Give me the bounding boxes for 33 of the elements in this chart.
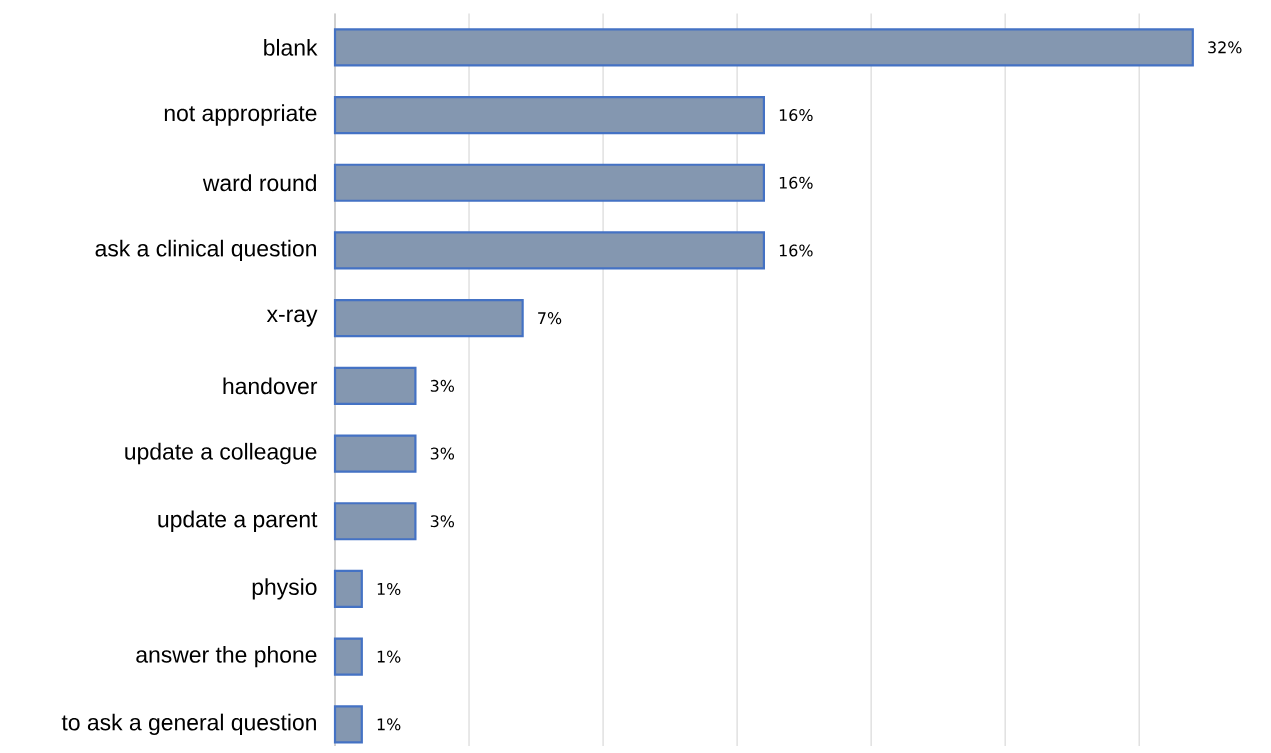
y-tick-label: physio <box>252 578 317 600</box>
bar <box>333 231 765 270</box>
bar <box>333 299 524 338</box>
y-tick-label: update a parent <box>158 510 318 532</box>
bar <box>333 366 417 406</box>
bar <box>333 96 765 135</box>
y-tick-label: not appropriate <box>164 104 317 126</box>
y-tick-label: ask a clinical question <box>95 239 316 262</box>
bar <box>333 434 417 473</box>
data-label: 16% <box>779 109 813 122</box>
data-label: 3% <box>430 515 455 528</box>
y-tick-label: update a colleague <box>125 442 317 465</box>
data-label: 3% <box>430 379 455 392</box>
y-tick-label: answer the phone <box>136 646 317 668</box>
data-label: 1% <box>377 582 401 596</box>
data-label: 16% <box>779 176 813 189</box>
data-label: 32% <box>1208 41 1242 54</box>
bar <box>333 637 363 676</box>
data-label: 16% <box>779 244 813 257</box>
y-tick-label: ward round <box>202 174 316 192</box>
bar <box>333 28 1194 67</box>
data-label: 1% <box>377 650 401 663</box>
data-label: 7% <box>538 312 562 325</box>
bar <box>333 705 363 744</box>
y-tick-label: handover <box>223 377 318 395</box>
y-tick-label: x-ray <box>266 309 318 327</box>
bar <box>333 569 363 609</box>
data-label: 3% <box>430 447 455 460</box>
y-tick-label: to ask a general question <box>61 713 316 736</box>
bar <box>333 502 417 541</box>
bar <box>333 163 765 202</box>
data-label: 1% <box>377 718 401 731</box>
y-tick-label: blank <box>264 39 318 56</box>
